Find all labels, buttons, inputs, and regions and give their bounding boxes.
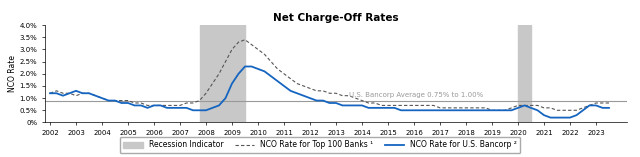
Bar: [518, 25, 531, 122]
Text: U.S. Bancorp Average 0.75% to 1.00%: U.S. Bancorp Average 0.75% to 1.00%: [349, 92, 483, 98]
Y-axis label: NCO Rate: NCO Rate: [8, 55, 17, 92]
Legend: Recession Indicator, NCO Rate for Top 100 Banks ¹, NCO Rate for U.S. Bancorp ²: Recession Indicator, NCO Rate for Top 10…: [120, 137, 520, 153]
Bar: [200, 25, 245, 122]
Title: Net Charge-Off Rates: Net Charge-Off Rates: [273, 13, 399, 23]
